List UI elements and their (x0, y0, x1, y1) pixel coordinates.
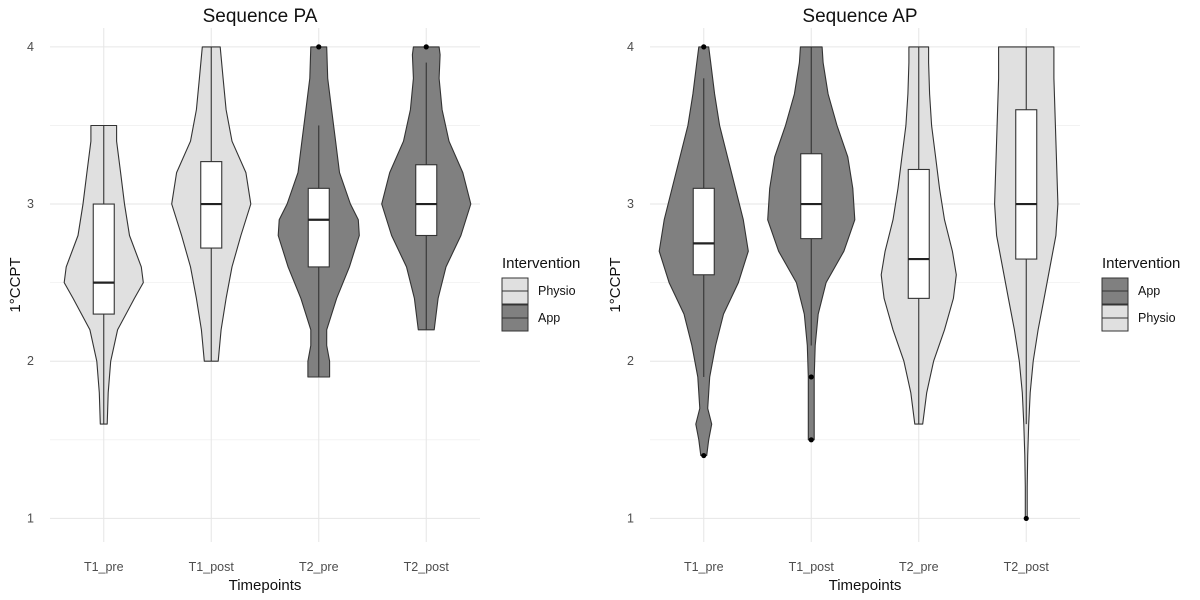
box-T1_pre (692, 187, 715, 276)
x-tick-label: T2_pre (899, 560, 939, 574)
legend-label: Physio (1138, 311, 1176, 325)
legend-title: Intervention (502, 255, 580, 272)
x-tick-label: T1_post (189, 560, 235, 574)
y-tick-label: 3 (627, 197, 634, 211)
box-T2_post (415, 164, 438, 237)
y-tick-label: 2 (627, 354, 634, 368)
legend: Intervention Physio App (501, 255, 580, 332)
y-tick-label: 1 (627, 511, 634, 525)
x-axis-label: Timepoints (229, 577, 302, 594)
panel-1: Sequence PA 1 2 3 4 T1_pre T1_post T2_pre T2_pos… (7, 6, 580, 594)
x-tick-label: T2_post (404, 560, 450, 574)
x-tick-label: T2_post (1004, 560, 1050, 574)
legend-label: App (538, 311, 560, 325)
group-T1_pre (658, 44, 749, 459)
outlier-point (808, 374, 814, 380)
outlier-point (808, 437, 814, 443)
box-T2_post (1015, 109, 1038, 260)
x-tick-label: T2_pre (299, 560, 339, 574)
legend: Intervention App Physio (1101, 255, 1180, 332)
group-T2_post (994, 46, 1059, 522)
x-tick-label: T1_pre (84, 560, 124, 574)
group-T1_post (171, 46, 252, 362)
group-T2_pre (880, 46, 957, 425)
y-tick-label: 3 (27, 197, 34, 211)
x-tick-label: T1_pre (684, 560, 724, 574)
legend-label: Physio (538, 284, 576, 298)
y-tick-label: 4 (27, 40, 34, 54)
box-T2_pre (307, 187, 330, 268)
outlier-point (701, 44, 707, 50)
outlier-point (423, 44, 429, 50)
panel-2: Sequence AP 1 2 3 4 T1_pre T1_post T2_pre T2_pos… (607, 6, 1180, 594)
legend-title: Intervention (1102, 255, 1180, 272)
x-axis-label: Timepoints (829, 577, 902, 594)
group-T1_post (767, 46, 856, 443)
chart-title: Sequence PA (203, 6, 318, 27)
chart-title: Sequence AP (802, 6, 917, 27)
y-axis-label: 1°CCPT (7, 257, 24, 312)
group-T2_pre (277, 44, 360, 378)
x-tick-label: T1_post (789, 560, 835, 574)
y-axis-label: 1°CCPT (607, 257, 624, 312)
y-tick-label: 1 (27, 511, 34, 525)
box-T1_post (800, 153, 823, 240)
outlier-point (316, 44, 322, 50)
y-tick-label: 4 (627, 40, 634, 54)
box-T1_pre (92, 203, 115, 315)
group-T1_pre (63, 124, 144, 425)
outlier-point (1023, 515, 1029, 522)
box-T2_pre (907, 168, 930, 299)
outlier-point (701, 452, 707, 459)
group-T2_post (381, 44, 472, 331)
legend-label: App (1138, 284, 1160, 298)
y-tick-label: 2 (27, 354, 34, 368)
